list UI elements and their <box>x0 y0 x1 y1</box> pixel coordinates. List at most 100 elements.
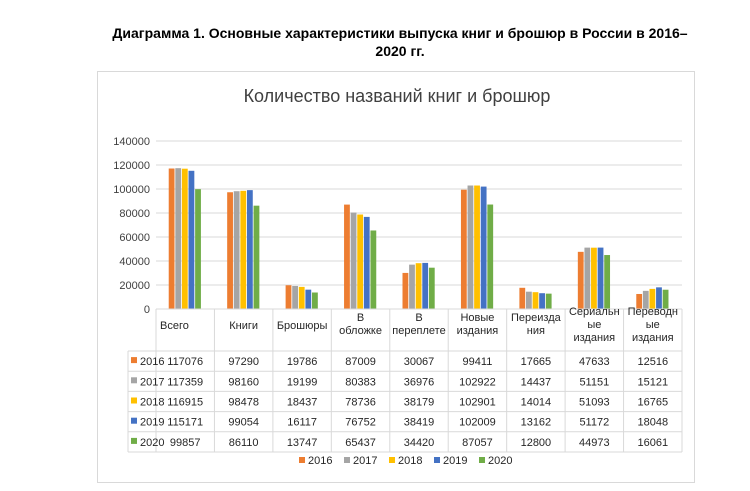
category-label: ые <box>587 319 601 331</box>
category-label: Сериальн <box>569 306 620 318</box>
table-cell-value: 99411 <box>463 356 493 368</box>
legend-label-2019: 2019 <box>443 455 467 467</box>
bar-2018-2 <box>298 286 305 309</box>
chart-svg: Количество названий книг и брошюр 0 20000 4… <box>113 86 683 467</box>
table-series-label: 2019 <box>140 417 164 429</box>
table-series-label: 2016 <box>140 356 164 368</box>
table-cell-value: 16765 <box>637 397 668 409</box>
chart-area: Количество названий книг и брошюр 0 20000 4… <box>97 71 695 483</box>
table-cell-value: 98478 <box>228 397 259 409</box>
table-series-label: 2020 <box>140 437 164 449</box>
legend-label-2017: 2017 <box>353 455 377 467</box>
category-label: ые <box>646 319 660 331</box>
table-cell-value: 65437 <box>345 437 376 449</box>
y-tick-label: 100000 <box>113 184 150 196</box>
table-cell-value: 30067 <box>404 356 435 368</box>
bar-2020-8 <box>662 289 669 309</box>
table-cell-value: 18048 <box>637 417 668 429</box>
category-label: Брошюры <box>277 320 328 332</box>
bar-2018-6 <box>532 292 539 309</box>
table-cell-value: 117359 <box>167 376 203 388</box>
category-label: В <box>357 312 364 324</box>
table-cell-value: 13747 <box>287 437 318 449</box>
table-cell-value: 102901 <box>459 397 496 409</box>
table-cell-value: 78736 <box>345 397 376 409</box>
table-cell-value: 12800 <box>521 437 552 449</box>
legend-label-2020: 2020 <box>488 455 512 467</box>
table-cell-value: 115171 <box>167 417 203 429</box>
table-cell-value: 51093 <box>579 397 610 409</box>
bar-2019-4 <box>422 262 429 309</box>
y-tick-label: 0 <box>144 304 150 316</box>
table-cell-value: 87057 <box>462 437 493 449</box>
bar-2016-0 <box>168 168 175 309</box>
bar-2016-1 <box>227 192 233 309</box>
bar-2016-6 <box>519 287 526 309</box>
bar-2016-4 <box>402 272 409 309</box>
bar-2018-7 <box>591 247 597 309</box>
bar-2017-1 <box>233 191 240 309</box>
legend-key-2019 <box>434 457 440 463</box>
table-cell-value: 99054 <box>228 417 259 429</box>
bar-2017-5 <box>467 185 474 309</box>
category-label: обложке <box>339 325 382 337</box>
y-tick-label: 140000 <box>113 136 150 148</box>
table-legend-key-2019 <box>131 417 137 424</box>
y-tick-label: 120000 <box>113 160 150 172</box>
category-label: Всего <box>160 320 189 332</box>
bar-2018-3 <box>357 214 364 309</box>
category-label: Книги <box>229 320 258 332</box>
bar-2016-8 <box>636 293 643 309</box>
table-cell-value: 14014 <box>521 397 552 409</box>
table-cell-value: 34420 <box>404 437 435 449</box>
table-legend-key-2020 <box>131 437 137 444</box>
table-cell-value: 98160 <box>228 376 259 388</box>
table-legend-key-2017 <box>131 377 137 384</box>
bar-2017-7 <box>584 247 591 309</box>
bar-2019-8 <box>656 287 662 309</box>
table-series-label: 2017 <box>140 376 164 388</box>
table-cell-value: 16061 <box>637 437 668 449</box>
y-tick-label: 80000 <box>119 208 150 220</box>
table-cell-value: 97290 <box>228 356 259 368</box>
bar-2018-1 <box>240 190 247 309</box>
bar-2020-1 <box>253 205 260 309</box>
table-cell-value: 16117 <box>287 417 317 429</box>
table-cell-value: 116915 <box>167 397 203 409</box>
bar-2017-3 <box>350 212 357 309</box>
bar-2019-1 <box>246 190 253 309</box>
bar-2018-5 <box>474 185 480 309</box>
bar-2017-0 <box>175 168 182 309</box>
y-tick-label: 20000 <box>119 280 150 292</box>
table-cell-value: 17665 <box>521 356 552 368</box>
table-cell-value: 47633 <box>579 356 610 368</box>
category-label: переплете <box>392 325 445 337</box>
bar-2016-3 <box>344 204 350 309</box>
bar-2018-8 <box>649 288 656 309</box>
category-label: В <box>415 312 422 324</box>
document-title: Диаграмма 1. Основные характеристики вып… <box>90 24 710 60</box>
bar-2019-3 <box>363 216 370 309</box>
legend-label-2018: 2018 <box>398 455 422 467</box>
y-tick-label: 60000 <box>119 232 150 244</box>
table-cell-value: 86110 <box>229 437 259 449</box>
category-label: Переизда <box>511 312 562 324</box>
table-cell-value: 38419 <box>404 417 435 429</box>
table-cell-value: 99857 <box>170 437 201 449</box>
table-cell-value: 87009 <box>345 356 376 368</box>
legend-key-2020 <box>479 457 485 463</box>
table-cell-value: 76752 <box>345 417 376 429</box>
table-cell-value: 80383 <box>345 376 376 388</box>
legend-key-2017 <box>344 457 350 463</box>
bar-2019-7 <box>597 247 604 309</box>
bar-2019-6 <box>539 293 545 309</box>
bar-2018-4 <box>415 263 422 309</box>
y-tick-label: 40000 <box>119 256 150 268</box>
table-cell-value: 44973 <box>579 437 610 449</box>
category-label: издания <box>632 332 674 344</box>
table-cell-value: 117076 <box>167 356 203 368</box>
bar-2020-7 <box>604 255 611 309</box>
bar-2020-3 <box>370 230 377 309</box>
table-cell-value: 15121 <box>637 376 668 388</box>
table-cell-value: 51172 <box>579 417 609 429</box>
